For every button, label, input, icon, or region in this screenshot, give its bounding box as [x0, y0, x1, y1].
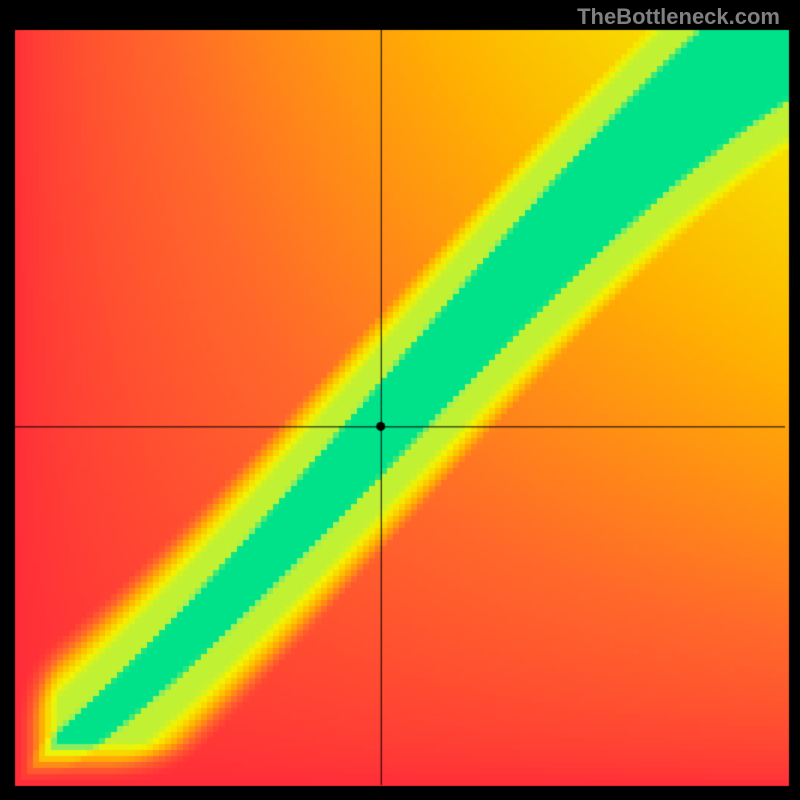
chart-container: TheBottleneck.com: [0, 0, 800, 800]
heatmap-canvas: [0, 0, 800, 800]
watermark-text: TheBottleneck.com: [577, 4, 780, 30]
